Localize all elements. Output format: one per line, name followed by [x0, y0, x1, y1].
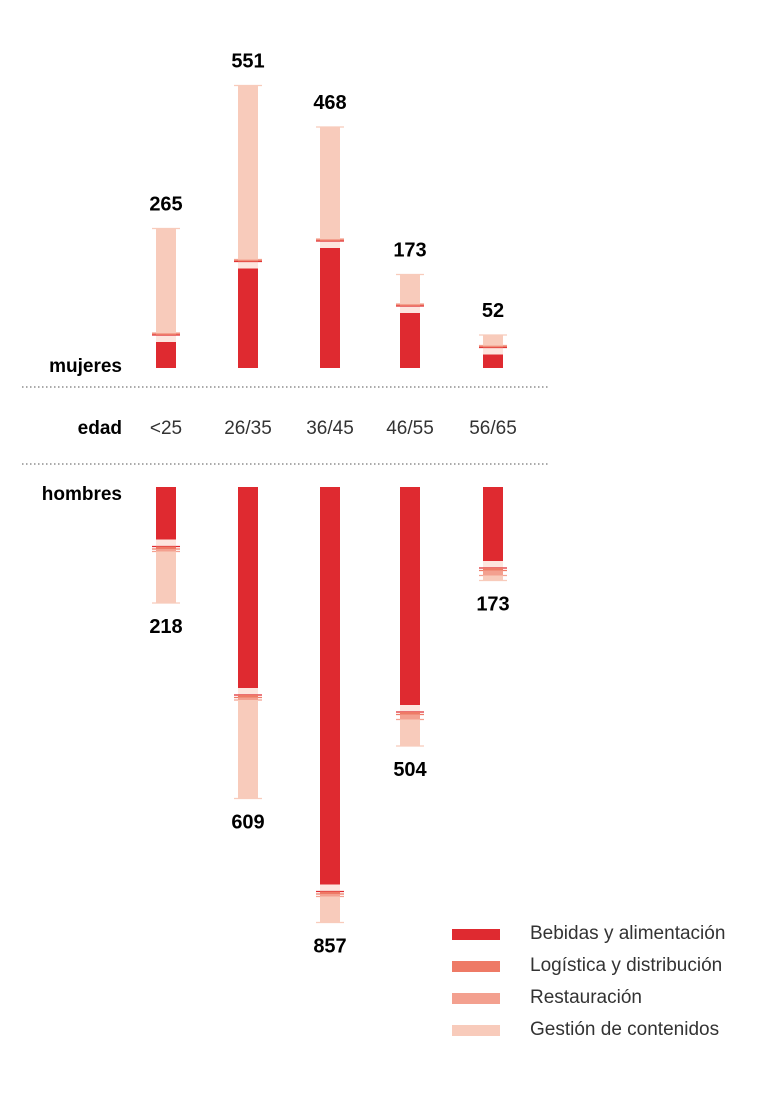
bar-separator: [483, 347, 503, 355]
bar-separator: [400, 306, 420, 313]
bar-segment-gestion-de-contenidos: [320, 127, 340, 239]
row-label-women: mujeres: [49, 356, 122, 377]
men-total-label: 218: [149, 616, 182, 638]
bar-segment-logistica-y-distribucion: [400, 712, 420, 715]
age-tick-label: 36/45: [306, 418, 354, 439]
bar-segment-gestion-de-contenidos: [238, 700, 258, 799]
bar-segment-gestion-de-contenidos: [320, 896, 340, 923]
bar-separator: [238, 688, 258, 695]
bar-segment-bebidas-y-alimentacion: [156, 342, 176, 368]
legend-swatch: [452, 1024, 500, 1036]
legend-label: Restauración: [530, 987, 642, 1008]
legend-item: Gestión de contenidos: [452, 1014, 725, 1046]
women-total-label: 52: [482, 300, 504, 322]
bar-segment-bebidas-y-alimentacion: [483, 487, 503, 561]
bar-segment-restauracion: [483, 570, 503, 576]
legend-swatch: [452, 928, 500, 940]
men-total-label: 609: [231, 812, 264, 834]
men-total-label: 857: [313, 936, 346, 958]
bar-segment-gestion-de-contenidos: [400, 719, 420, 746]
bar-segment-bebidas-y-alimentacion: [238, 268, 258, 368]
age-tick-label: 26/35: [224, 418, 272, 439]
legend-swatch: [452, 992, 500, 1004]
legend: Bebidas y alimentación Logística y distri…: [452, 918, 725, 1046]
bar-separator: [238, 261, 258, 269]
legend-label: Bebidas y alimentación: [530, 923, 726, 944]
men-total-label: 173: [476, 594, 509, 616]
age-tick-label: 46/55: [386, 418, 434, 439]
bar-segment-logistica-y-distribucion: [320, 891, 340, 894]
bar-segment-gestion-de-contenidos: [483, 575, 503, 581]
legend-label: Gestión de contenidos: [530, 1019, 720, 1040]
bar-segment-gestion-de-contenidos: [400, 274, 420, 304]
legend-item: Logística y distribución: [452, 950, 725, 982]
women-total-label: 265: [149, 194, 182, 216]
bar-segment-logistica-y-distribucion: [156, 546, 176, 549]
bar-segment-restauracion: [238, 697, 258, 700]
age-tick-label: 56/65: [469, 418, 517, 439]
women-total-label: 551: [231, 51, 264, 73]
row-label-men: hombres: [42, 484, 122, 505]
bar-separator: [320, 241, 340, 248]
age-tick-label: <25: [150, 418, 182, 439]
bar-separator: [156, 539, 176, 547]
bar-segment-bebidas-y-alimentacion: [400, 487, 420, 705]
legend-label: Logística y distribución: [530, 955, 723, 976]
bar-separator: [320, 884, 340, 892]
bar-segment-restauracion: [320, 894, 340, 897]
bar-separator: [400, 705, 420, 712]
women-total-label: 173: [393, 240, 426, 262]
men-total-label: 504: [393, 759, 427, 781]
bar-segment-gestion-de-contenidos: [483, 335, 503, 346]
legend-item: Restauración: [452, 982, 725, 1014]
bar-segment-bebidas-y-alimentacion: [156, 487, 176, 540]
legend-swatch: [452, 960, 500, 972]
row-label-age: edad: [78, 418, 122, 439]
bar-segment-logistica-y-distribucion: [483, 568, 503, 571]
bar-segment-bebidas-y-alimentacion: [320, 248, 340, 368]
bar-segment-bebidas-y-alimentacion: [238, 487, 258, 688]
bar-segment-bebidas-y-alimentacion: [483, 354, 503, 368]
bar-separator: [483, 561, 503, 568]
bar-segment-bebidas-y-alimentacion: [400, 313, 420, 368]
bar-segment-logistica-y-distribucion: [238, 695, 258, 698]
legend-item: Bebidas y alimentación: [452, 918, 725, 950]
bar-segment-gestion-de-contenidos: [156, 551, 176, 603]
bar-segment-restauracion: [156, 549, 176, 552]
bar-segment-bebidas-y-alimentacion: [320, 487, 340, 885]
women-total-label: 468: [313, 92, 346, 114]
bar-segment-gestion-de-contenidos: [156, 228, 176, 333]
bar-segment-restauracion: [400, 714, 420, 720]
bar-segment-gestion-de-contenidos: [238, 85, 258, 260]
bar-separator: [156, 335, 176, 342]
